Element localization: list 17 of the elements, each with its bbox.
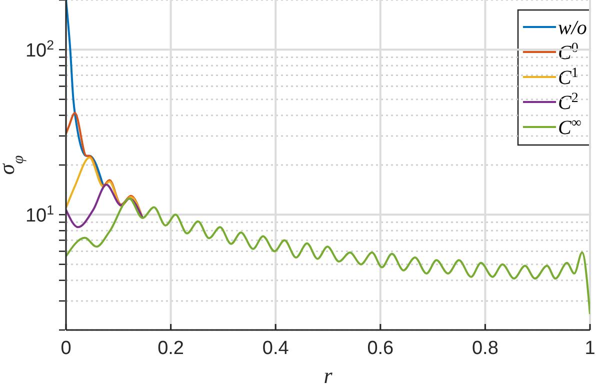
x-tick-label: 0: [60, 338, 72, 359]
x-tick-label: 0.6: [367, 338, 394, 359]
x-tick-label: 0.4: [262, 338, 290, 359]
x-tick-label: 1: [584, 338, 596, 359]
line-series: [66, 198, 590, 316]
legend-label: C$^{1}$: [558, 66, 578, 89]
x-tick-label: 0.2: [158, 338, 184, 359]
x-tick-label: 0.8: [472, 338, 498, 359]
y-tick-label: 10$^{1}$: [25, 202, 54, 227]
x-axis-title: r: [324, 363, 333, 388]
legend-label: C$^{∞}$: [558, 116, 582, 139]
legend-label: w/o: [558, 17, 587, 39]
line-series: [66, 112, 144, 219]
line-series: [66, 184, 144, 228]
y-tick-label: 10$^{2}$: [25, 37, 54, 62]
legend-label: C$^{2}$: [558, 90, 578, 114]
line-series: [66, 0, 104, 187]
